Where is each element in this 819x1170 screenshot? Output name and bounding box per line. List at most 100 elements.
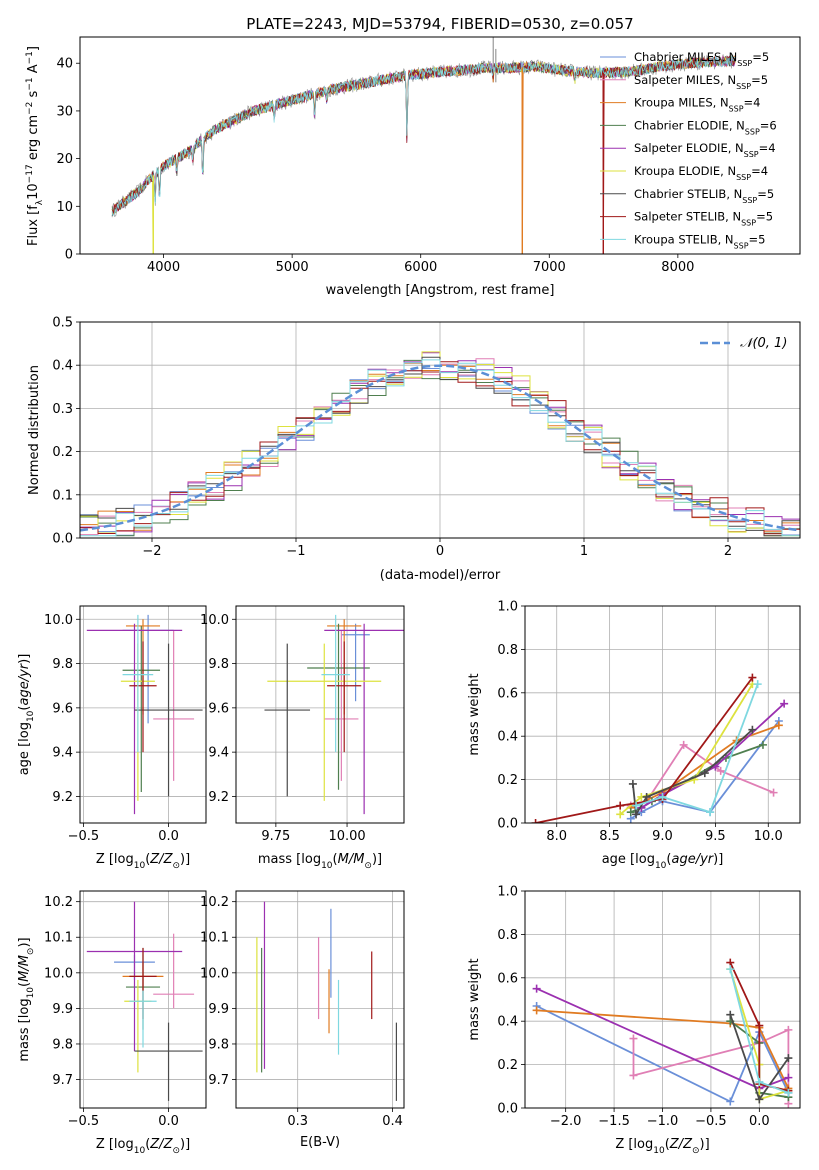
- z-weight-marker: [532, 1006, 541, 1015]
- ebv-mass-xlabel: E(B-V): [300, 1135, 340, 1150]
- z-mass-xtick-label: 0.0: [158, 1114, 179, 1129]
- z-age-ytick-label: 10.0: [44, 613, 73, 628]
- age-weight-marker: [632, 810, 641, 819]
- mass-age-axes: 9.75 10.00 9.2 9.4 9.6 9.8 10.0: [200, 606, 404, 844]
- z-weight-marker: [726, 965, 735, 974]
- legend-label: Chabrier ELODIE, NSSP=6: [634, 118, 777, 136]
- residuals-xtick-label: 0: [436, 544, 444, 559]
- residuals-ytick-label: 0.5: [52, 316, 73, 331]
- z-weight-marker: [629, 1034, 638, 1043]
- mass-age-xlabel: mass [log10(M/M⊙)]: [258, 852, 382, 871]
- age-weight-xlabel: age [log10(age/yr)]: [602, 852, 724, 871]
- z-age-xlabel: Z [log10(Z/Z⊙)]: [96, 852, 190, 871]
- z-age-errorbars: [86, 614, 203, 815]
- z-weight-marker: [629, 1071, 638, 1080]
- z-weight-xtick-label: 0.0: [749, 1114, 770, 1129]
- residuals-xtick-label: 1: [580, 544, 588, 559]
- spectrum-frame: [79, 36, 801, 255]
- age-weight-marker: [642, 792, 651, 801]
- residuals-ytick-label: 0.1: [52, 488, 73, 503]
- z-weight-ytick-label: 0.2: [497, 1058, 518, 1073]
- ebv-mass-xtick-label: 0.4: [382, 1114, 403, 1129]
- z-age-xtick-label: 0.0: [158, 829, 179, 844]
- gaussian-curve: [80, 364, 800, 532]
- ebv-mass-ytick-label: 10.1: [200, 931, 229, 946]
- z-age-ylabel: age [log10(age/yr)]: [17, 654, 36, 776]
- age-weight-marker: [679, 740, 688, 749]
- z-weight-marker: [755, 1077, 764, 1086]
- mass-age-ytick-label: 9.8: [208, 657, 229, 672]
- z-weight-marker: [755, 1021, 764, 1030]
- z-weight-xtick-label: −1.5: [598, 1114, 630, 1129]
- z-weight-marker: [726, 1010, 735, 1019]
- age-weight-lines: [531, 673, 789, 823]
- ebv-mass-ytick-label: 9.8: [208, 1037, 229, 1052]
- age-weight-marker: [774, 721, 783, 730]
- age-weight-marker: [616, 810, 625, 819]
- age-weight-series-line: [535, 677, 754, 823]
- spectrum-ytick-label: 20: [56, 152, 73, 167]
- z-weight-ytick-label: 0.8: [497, 928, 518, 943]
- age-weight-ytick-label: 0.8: [497, 643, 518, 658]
- age-weight-marker: [616, 801, 625, 810]
- age-weight-ylabel: mass weight: [467, 673, 482, 755]
- spectrum-ytick-label: 0: [65, 248, 73, 263]
- age-weight-marker: [626, 808, 635, 817]
- age-weight-marker: [531, 819, 540, 823]
- age-weight-xtick-label: 9.0: [652, 829, 673, 844]
- z-weight-ytick-label: 0.0: [497, 1102, 518, 1117]
- legend-label: Kroupa STELIB, NSSP=5: [634, 232, 765, 250]
- z-mass-ylabel: mass [log10(M/M⊙)]: [17, 937, 36, 1061]
- spectrum-ytick-label: 10: [56, 200, 73, 215]
- z-weight-xtick-label: −1.0: [647, 1114, 679, 1129]
- z-weight-xtick-label: −0.5: [695, 1114, 727, 1129]
- ebv-mass-axes: 0.3 0.4 9.7 9.8 9.9 10.0 10.1 10.2: [200, 891, 404, 1129]
- z-mass-ytick-label: 9.7: [52, 1073, 73, 1088]
- age-weight-marker: [658, 792, 667, 801]
- z-age-ytick-label: 9.8: [52, 657, 73, 672]
- z-mass-xtick-label: −0.5: [68, 1114, 100, 1129]
- age-weight-marker: [632, 801, 641, 810]
- z-weight-xtick-label: −2.0: [550, 1114, 582, 1129]
- ebv-mass-ytick-label: 9.9: [208, 1002, 229, 1017]
- mass-age-ytick-label: 9.4: [208, 746, 229, 761]
- z-weight-axes: −2.0 −1.5 −1.0 −0.5 0.0 0.0 0.2 0.4 0.6 0.8 1.0: [497, 885, 800, 1129]
- gaussian-legend-label: 𝒩(0, 1): [740, 336, 787, 351]
- mass-age-frame: [235, 605, 405, 824]
- legend-label: Salpeter STELIB, NSSP=5: [634, 210, 773, 228]
- z-age-frame: [79, 605, 207, 824]
- z-mass-ytick-label: 10.0: [44, 966, 73, 981]
- z-weight-marker: [784, 1088, 793, 1097]
- spectrum-model-line: [111, 55, 736, 217]
- age-weight-ytick-label: 0.6: [497, 686, 518, 701]
- z-weight-marker: [784, 1054, 793, 1063]
- z-age-axes: −0.5 0.0 9.2 9.4 9.6 9.8 10.0: [44, 606, 206, 844]
- residuals-xtick-label: 2: [724, 544, 732, 559]
- z-mass-ytick-label: 10.2: [44, 895, 73, 910]
- mass-age-errorbars: [264, 614, 404, 815]
- residuals-ytick-label: 0.3: [52, 402, 73, 417]
- mass-age-ytick-label: 9.2: [208, 790, 229, 805]
- z-weight-ytick-label: 0.4: [497, 1015, 518, 1030]
- spectrum-ytick-label: 30: [56, 104, 73, 119]
- age-weight-xtick-label: 8.5: [599, 829, 620, 844]
- z-age-xtick-label: −0.5: [68, 829, 100, 844]
- spectrum-xtick-label: 4000: [147, 260, 180, 275]
- mass-age-xtick-label: 10.00: [328, 829, 365, 844]
- spectrum-lines: [111, 37, 736, 254]
- age-weight-ytick-label: 0.0: [497, 817, 518, 832]
- z-weight-lines: [532, 958, 793, 1108]
- ebv-mass-ytick-label: 10.2: [200, 895, 229, 910]
- residuals-ytick-label: 0.0: [52, 532, 73, 547]
- age-weight-marker: [780, 699, 789, 708]
- ebv-mass-xtick-label: 0.3: [287, 1114, 308, 1129]
- z-mass-errorbars: [86, 901, 203, 1101]
- spectrum-xlabel: wavelength [Angstrom, rest frame]: [326, 283, 555, 298]
- age-weight-xtick-label: 8.0: [546, 829, 567, 844]
- age-weight-series-line: [630, 743, 774, 807]
- spectrum-axes: 4000 5000 6000 7000 8000 0 10 20 30 40: [56, 57, 694, 275]
- mass-age-ytick-label: 9.6: [208, 701, 229, 716]
- z-weight-marker: [726, 1097, 735, 1106]
- legend-label: Salpeter ELODIE, NSSP=4: [634, 141, 776, 159]
